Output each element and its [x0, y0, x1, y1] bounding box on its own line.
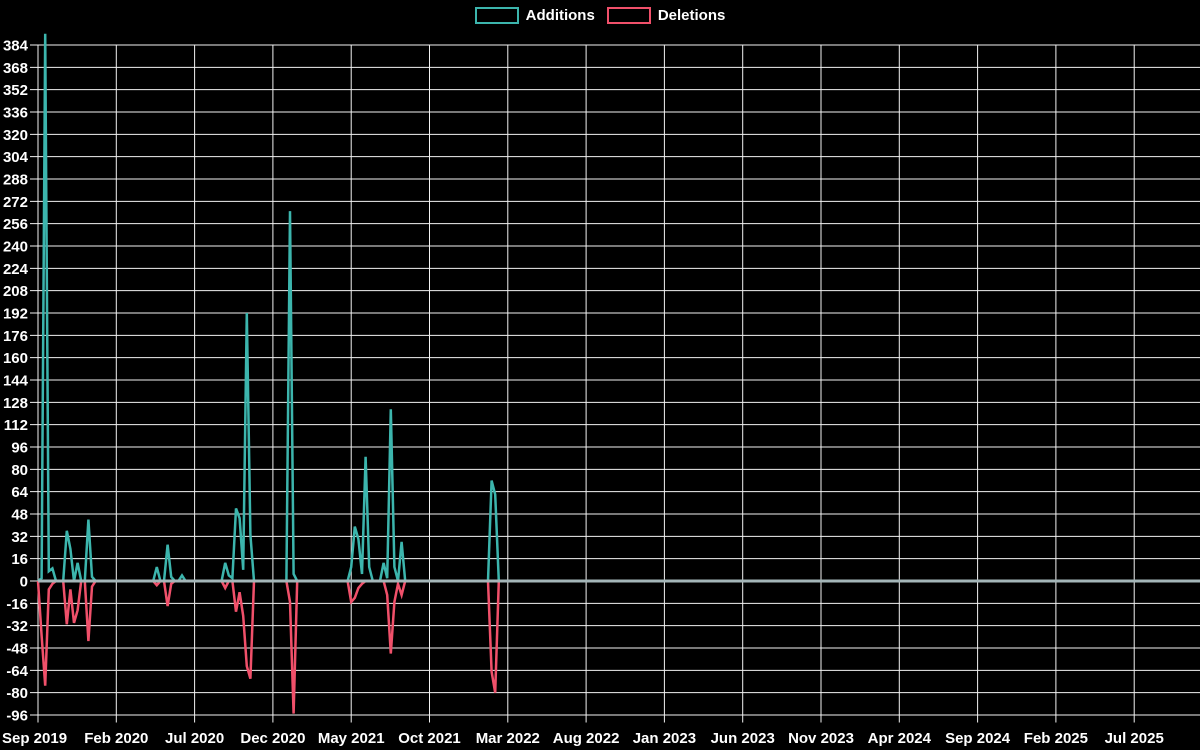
chart-legend: Additions Deletions [0, 7, 1200, 24]
y-tick-label: 352 [3, 82, 28, 99]
y-tick-label: 0 [20, 574, 28, 591]
deletions-line [36, 578, 1200, 714]
y-tick-label: 64 [11, 484, 28, 501]
y-tick-label: 32 [11, 529, 28, 546]
y-tick-label: -32 [6, 618, 28, 635]
y-tick-label: 240 [3, 239, 28, 256]
x-tick-label: Sep 2019 [2, 730, 67, 747]
y-tick-label: 368 [3, 60, 28, 77]
y-tick-label: 192 [3, 306, 28, 323]
y-tick-label: 96 [11, 440, 28, 457]
y-tick-label: 208 [3, 283, 28, 300]
legend-label-deletions: Deletions [657, 7, 726, 24]
x-tick-label: Jan 2023 [633, 730, 696, 747]
legend-item-additions[interactable]: Additions [474, 7, 595, 24]
x-tick-label: Mar 2022 [476, 730, 540, 747]
y-tick-label: 176 [3, 328, 28, 345]
x-tick-label: May 2021 [318, 730, 385, 747]
y-tick-label: 48 [11, 507, 28, 524]
legend-item-deletions[interactable]: Deletions [606, 7, 726, 24]
x-tick-label: Apr 2024 [868, 730, 932, 747]
x-tick-label: Dec 2020 [240, 730, 305, 747]
y-tick-label: -64 [6, 663, 28, 680]
x-tick-label: Feb 2020 [84, 730, 148, 747]
legend-label-additions: Additions [525, 7, 595, 24]
x-tick-label: Jul 2020 [165, 730, 224, 747]
y-tick-label: 128 [3, 395, 28, 412]
y-tick-label: 80 [11, 462, 28, 479]
x-tick-label: Oct 2021 [398, 730, 461, 747]
x-tick-label: Aug 2022 [553, 730, 620, 747]
y-tick-label: 256 [3, 216, 28, 233]
x-tick-label: Nov 2023 [788, 730, 854, 747]
y-tick-label: 16 [11, 551, 28, 568]
y-tick-label: -48 [6, 641, 28, 658]
additions-line [37, 33, 1200, 583]
y-tick-label: 320 [3, 127, 28, 144]
y-tick-label: 304 [3, 149, 29, 166]
y-tick-label: 160 [3, 350, 28, 367]
y-tick-label: -80 [6, 685, 28, 702]
y-tick-label: 112 [4, 417, 28, 434]
y-tick-label: -96 [6, 708, 28, 725]
additions-swatch-icon [474, 7, 519, 24]
deletions-swatch-icon [606, 7, 651, 24]
x-tick-label: Jun 2023 [711, 730, 775, 747]
x-tick-label: Feb 2025 [1024, 730, 1088, 747]
x-tick-label: Sep 2024 [945, 730, 1011, 747]
y-tick-label: 272 [3, 194, 28, 211]
x-tick-label: Jul 2025 [1105, 730, 1164, 747]
y-tick-label: 224 [3, 261, 29, 278]
y-tick-label: 384 [3, 38, 29, 55]
y-tick-label: -16 [6, 596, 28, 613]
y-tick-label: 336 [3, 105, 28, 122]
y-tick-label: 144 [3, 373, 29, 390]
y-tick-label: 288 [3, 172, 28, 189]
